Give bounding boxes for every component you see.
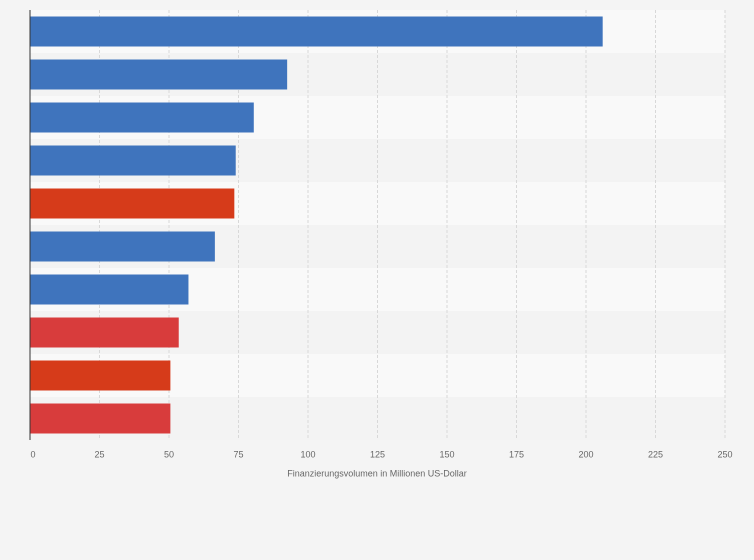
x-tick-label: 150	[439, 449, 454, 459]
x-tick-label: 250	[717, 449, 732, 459]
x-tick-label: 25	[94, 449, 104, 459]
bar	[30, 274, 189, 305]
bar	[30, 188, 235, 219]
x-tick-label: 225	[648, 449, 663, 459]
bar	[30, 102, 254, 133]
bar	[30, 59, 288, 90]
x-axis-label: Finanzierungsvolumen in Millionen US-Dol…	[287, 468, 467, 478]
x-tick-label: 175	[509, 449, 524, 459]
x-tick-label: 100	[300, 449, 315, 459]
x-tick-label: 0	[30, 449, 35, 459]
bar	[30, 16, 603, 47]
x-tick-label: 75	[233, 449, 243, 459]
x-tick-label: 200	[578, 449, 593, 459]
x-tick-label: 125	[370, 449, 385, 459]
bar	[30, 231, 215, 262]
bar	[30, 317, 179, 348]
x-tick-label: 50	[164, 449, 174, 459]
bar	[30, 360, 171, 391]
bar	[30, 145, 236, 176]
bar	[30, 403, 171, 434]
